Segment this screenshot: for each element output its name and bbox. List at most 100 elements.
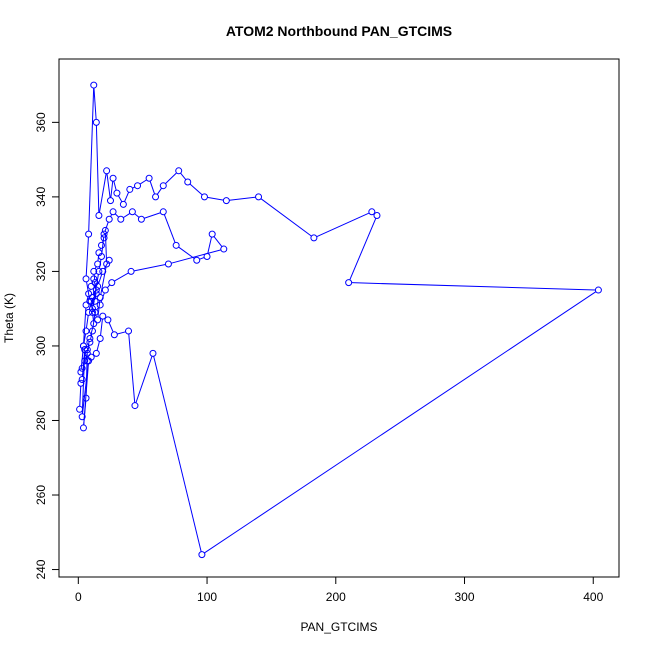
data-point: [109, 174, 117, 182]
data-point: [96, 301, 104, 309]
data-point: [345, 279, 353, 287]
data-point: [131, 402, 139, 410]
x-tick-label: 300: [455, 590, 475, 604]
series-segment: [229, 196, 256, 201]
y-tick-label: 280: [34, 410, 48, 430]
series-segment: [180, 172, 187, 180]
data-point: [368, 208, 376, 216]
series-segment: [106, 284, 111, 289]
y-tick-label: 300: [34, 336, 48, 356]
series-segment: [93, 274, 96, 280]
data-point: [106, 197, 114, 205]
data-point: [92, 286, 100, 294]
data-point: [77, 379, 85, 387]
series-segment: [85, 352, 88, 396]
data-point: [103, 167, 111, 175]
series-segment: [189, 183, 203, 196]
data-point: [88, 294, 96, 302]
data-point: [134, 182, 142, 190]
series-segment: [104, 221, 109, 232]
series-segment: [171, 249, 222, 264]
data-point: [92, 349, 100, 357]
data-point: [78, 413, 86, 421]
series-segment: [97, 300, 101, 317]
data-point: [86, 338, 94, 346]
data-point: [90, 81, 98, 89]
data-point: [101, 286, 109, 294]
series-segment: [113, 181, 117, 191]
series-segment: [117, 195, 123, 202]
data-point: [78, 375, 86, 383]
data-point: [90, 320, 98, 328]
data-point: [172, 241, 180, 249]
data-point: [152, 193, 160, 201]
data-point: [99, 267, 107, 275]
series-segment: [96, 341, 100, 351]
data-point: [79, 424, 87, 432]
series-segment: [93, 88, 97, 120]
data-point: [149, 349, 157, 357]
data-point: [145, 174, 153, 182]
series-segment: [85, 237, 89, 276]
data-point: [96, 334, 104, 342]
data-point: [184, 178, 192, 186]
series-segment: [98, 173, 107, 213]
data-point: [373, 212, 381, 220]
data-point: [159, 182, 167, 190]
data-point: [79, 342, 87, 350]
series-segment: [165, 172, 177, 184]
series-segment: [85, 315, 89, 329]
x-tick-label: 100: [197, 590, 217, 604]
data-point: [85, 290, 93, 298]
series-segment: [133, 264, 166, 272]
data-point: [88, 308, 96, 316]
data-point: [108, 279, 116, 287]
series-segment: [117, 331, 126, 335]
series-segment: [144, 212, 161, 219]
data-point: [105, 256, 113, 264]
data-point: [310, 234, 318, 242]
y-tick-label: 240: [34, 559, 48, 579]
data-point: [85, 308, 93, 316]
series-segment: [349, 218, 377, 281]
series-segment: [207, 236, 213, 254]
series-segment: [207, 196, 224, 201]
series-segment: [124, 191, 130, 202]
data-point: [78, 364, 86, 372]
data-point: [137, 215, 145, 223]
data-point: [76, 405, 84, 413]
series-segment: [163, 214, 176, 243]
series-segment: [351, 282, 596, 291]
series-segment: [96, 307, 99, 311]
data-point: [83, 349, 91, 357]
series-segment: [101, 237, 105, 254]
series-segment: [103, 262, 109, 270]
series-segment: [139, 179, 147, 185]
data-point: [222, 197, 230, 205]
data-point: [208, 230, 216, 238]
data-point: [85, 230, 93, 238]
series-segment: [92, 315, 96, 329]
data-point: [594, 286, 602, 294]
series-segment: [98, 274, 103, 284]
series-segment: [100, 319, 103, 336]
data-point: [87, 353, 95, 361]
y-axis-label: Theta (K): [2, 293, 16, 343]
series-segment: [106, 173, 111, 198]
series-segment: [123, 212, 131, 219]
series-segment: [83, 333, 87, 344]
data-point: [95, 212, 103, 220]
data-point: [100, 234, 108, 242]
data-point: [81, 357, 89, 365]
series-segment: [87, 341, 90, 347]
series-segment: [178, 246, 195, 259]
x-tick-label: 400: [583, 590, 603, 604]
series-segment: [156, 187, 162, 195]
data-point: [82, 275, 90, 283]
series-segment: [83, 401, 87, 425]
data-point: [127, 267, 135, 275]
data-point: [164, 260, 172, 268]
y-tick-label: 360: [34, 112, 48, 132]
series-segment: [110, 181, 114, 198]
